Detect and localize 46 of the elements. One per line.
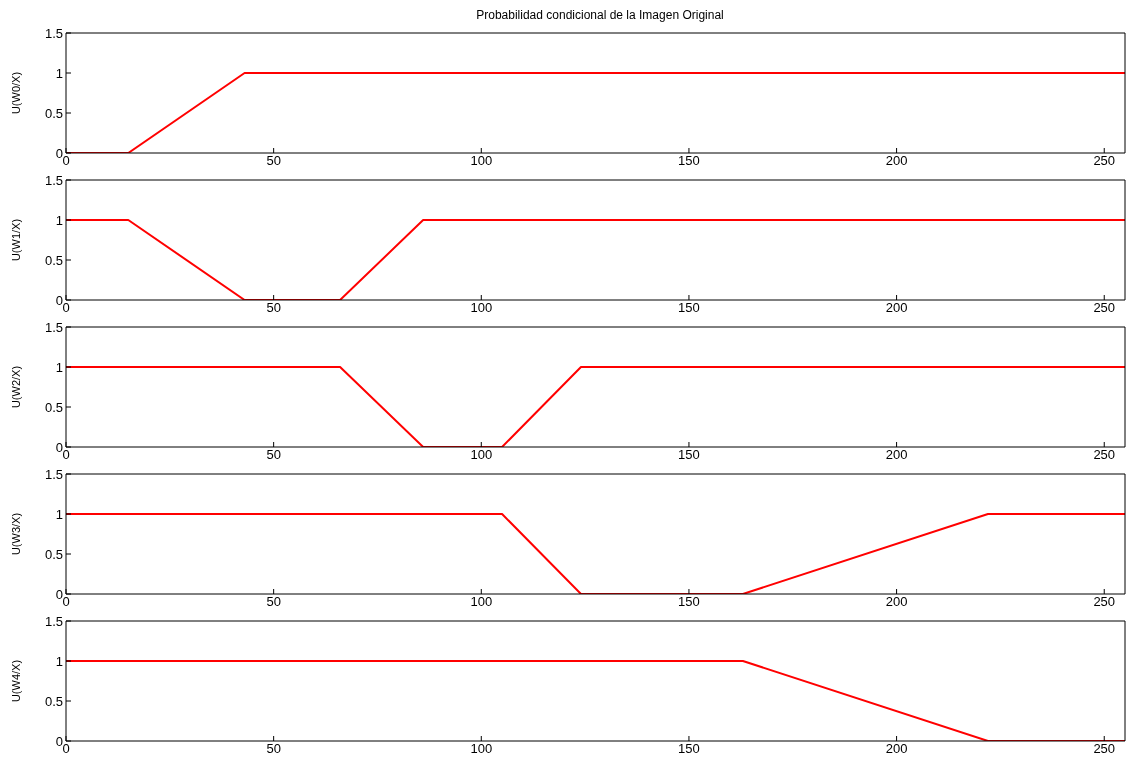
x-tick-label: 50	[266, 153, 281, 169]
y-tick-label: 1	[55, 506, 63, 522]
x-tick-label: 200	[885, 300, 908, 316]
x-tick-label: 100	[470, 153, 493, 169]
y-tick-label: 1	[55, 65, 63, 81]
x-tick-label: 150	[678, 594, 700, 610]
y-axis-title: U(W2/X)	[9, 365, 22, 409]
y-tick-label: 0.5	[44, 105, 63, 121]
y-axis-title: U(W3/X)	[9, 512, 22, 556]
y-tick-label: 1.5	[44, 25, 63, 41]
x-tick-label: 50	[266, 741, 281, 757]
x-tick-label: 250	[1093, 153, 1116, 169]
x-tick-label: 50	[266, 594, 281, 610]
x-tick-label: 250	[1093, 300, 1116, 316]
y-tick-label: 1	[55, 359, 63, 375]
y-tick-label: 1	[55, 653, 63, 669]
y-tick-label: 0.5	[44, 252, 63, 268]
y-tick-label: 0.5	[44, 399, 63, 415]
x-tick-label: 200	[885, 153, 908, 169]
x-tick-label: 150	[678, 300, 700, 316]
y-axis-title: U(W4/X)	[9, 659, 22, 703]
x-tick-label: 150	[678, 153, 700, 169]
x-tick-label: 100	[470, 741, 493, 757]
x-tick-label: 50	[266, 447, 281, 463]
y-axis-title: U(W1/X)	[9, 218, 22, 262]
x-tick-label: 200	[885, 594, 908, 610]
x-tick-label: 100	[470, 447, 493, 463]
y-tick-label: 0.5	[44, 546, 63, 562]
y-axis-title: U(W0/X)	[9, 71, 22, 115]
x-tick-label: 100	[470, 300, 493, 316]
y-tick-label: 0.5	[44, 693, 63, 709]
y-tick-label: 1.5	[44, 172, 63, 188]
y-tick-label: 1.5	[44, 613, 63, 629]
y-tick-label: 1	[55, 212, 63, 228]
x-tick-label: 100	[470, 594, 493, 610]
chart-title: Probabilidad condicional de la Imagen Original	[475, 8, 725, 24]
x-tick-label: 200	[885, 741, 908, 757]
x-tick-label: 150	[678, 447, 700, 463]
x-tick-label: 250	[1093, 594, 1116, 610]
x-tick-label: 50	[266, 300, 281, 316]
x-tick-label: 250	[1093, 447, 1116, 463]
x-tick-label: 250	[1093, 741, 1116, 757]
y-tick-label: 1.5	[44, 319, 63, 335]
x-tick-label: 150	[678, 741, 700, 757]
x-tick-label: 200	[885, 447, 908, 463]
y-tick-label: 1.5	[44, 466, 63, 482]
